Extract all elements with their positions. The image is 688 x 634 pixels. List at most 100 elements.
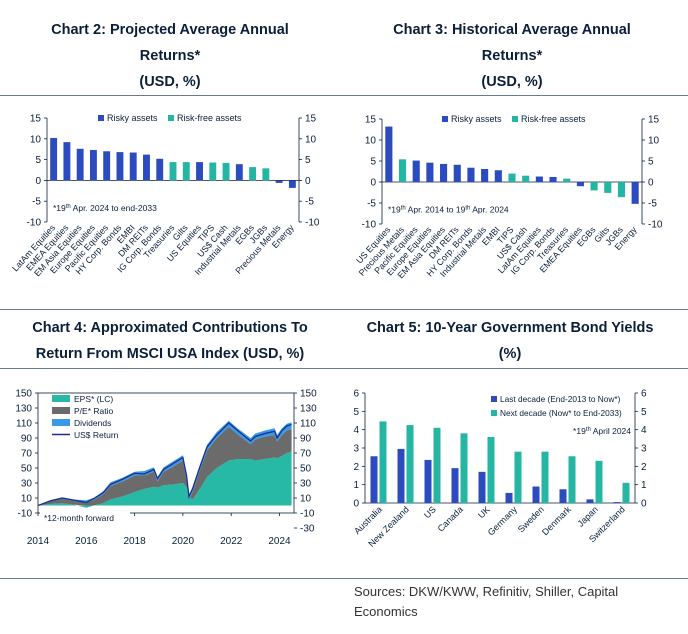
y-tick-label-right: 0 xyxy=(305,176,311,187)
y-tick-label-right: 150 xyxy=(300,389,317,400)
bar xyxy=(631,182,639,204)
x-tick-label: Denmark xyxy=(540,504,573,537)
y-tick-label-right: 10 xyxy=(305,134,317,145)
legend-label-risky: Risky assets xyxy=(107,113,158,123)
x-tick-label: 2020 xyxy=(172,536,195,547)
x-tick-label: 2018 xyxy=(123,536,146,547)
chart3-title: Chart 3: Historical Average Annual Retur… xyxy=(362,17,662,95)
bar xyxy=(50,137,58,181)
bar xyxy=(559,489,567,503)
bar xyxy=(169,162,177,181)
legend-swatch-riskfree xyxy=(512,116,518,122)
y-tick-label-left: 5 xyxy=(370,157,376,168)
bar xyxy=(514,451,522,503)
y-tick-label-left: 5 xyxy=(35,155,41,166)
legend-swatch-riskfree xyxy=(168,115,174,121)
area-pe xyxy=(38,426,292,506)
chart-note: *19th Apr. 2024 to end-2033 xyxy=(53,203,157,213)
legend-label-riskfree: Risk-free assets xyxy=(177,113,242,123)
y-tick-label-left: -5 xyxy=(32,197,41,208)
y-tick-label-left: 15 xyxy=(30,114,42,125)
bar xyxy=(453,164,461,182)
legend-label: Last decade (End-2013 to Now*) xyxy=(500,394,621,404)
chart-note: *19th Apr. 2014 to 19th Apr. 2024 xyxy=(388,205,509,215)
bar xyxy=(275,180,283,183)
y-tick-label-left: 2 xyxy=(353,462,359,473)
y-tick-label-right: 15 xyxy=(305,114,317,125)
x-tick-label: Japan xyxy=(575,504,599,528)
y-tick-label-left: 10 xyxy=(365,136,377,147)
x-tick-label: 2014 xyxy=(27,536,50,547)
bar xyxy=(481,168,489,182)
y-tick-label-right: -10 xyxy=(300,509,315,520)
y-tick-label-left: 150 xyxy=(15,389,32,400)
bar xyxy=(451,468,459,503)
legend-swatch xyxy=(52,395,70,402)
bar xyxy=(385,126,393,182)
legend-swatch xyxy=(52,419,70,426)
bar xyxy=(617,182,626,198)
bar xyxy=(249,167,257,181)
bar xyxy=(262,168,270,181)
chart2-title-line3: (USD, %) xyxy=(139,74,201,90)
y-tick-label-left: -5 xyxy=(367,199,376,210)
y-tick-label-left: 15 xyxy=(365,115,377,126)
bar xyxy=(622,482,630,503)
bar xyxy=(460,433,468,503)
bar xyxy=(182,162,190,181)
chart4-title: Chart 4: Approximated Contributions To R… xyxy=(5,315,335,367)
legend-label: P/E* Ratio xyxy=(74,406,113,416)
bar xyxy=(103,151,111,181)
chart3-title-line1: Chart 3: Historical Average Annual xyxy=(393,22,631,38)
y-tick-label-left: -10 xyxy=(27,218,42,229)
bar xyxy=(156,158,164,181)
x-tick-label: 2024 xyxy=(268,536,291,547)
chart4-title-line2: Return From MSCI USA Index (USD, %) xyxy=(35,346,305,362)
x-tick-label: US xyxy=(422,504,438,520)
bar xyxy=(209,162,217,181)
y-tick-label-left: 6 xyxy=(353,389,359,400)
rule-top xyxy=(0,95,688,96)
bar xyxy=(535,176,543,182)
bar xyxy=(89,150,97,181)
y-tick-label-right: 90 xyxy=(300,434,312,445)
rule-middle xyxy=(0,309,688,310)
legend-label-risky: Risky assets xyxy=(451,114,502,124)
bar xyxy=(76,148,84,181)
y-tick-label-right: 3 xyxy=(641,444,647,455)
bar xyxy=(613,502,621,503)
y-tick-label-right: 2 xyxy=(641,462,647,473)
legend-swatch xyxy=(491,396,497,402)
bar xyxy=(143,154,150,181)
bar xyxy=(586,499,594,503)
bar xyxy=(522,175,530,182)
bar xyxy=(576,182,584,187)
y-tick-label-right: 0 xyxy=(648,178,654,189)
y-tick-label-right: 4 xyxy=(641,425,647,436)
y-tick-label-left: 50 xyxy=(21,464,33,475)
x-tick-label: 2016 xyxy=(75,536,98,547)
bar xyxy=(397,448,405,503)
legend-label: EPS* (LC) xyxy=(74,394,113,404)
y-tick-label-left: 90 xyxy=(21,434,33,445)
y-tick-label-left: 70 xyxy=(21,449,33,460)
y-tick-label-right: 130 xyxy=(300,404,317,415)
y-tick-label-left: -10 xyxy=(362,220,377,231)
y-tick-label-left: 0 xyxy=(353,499,359,510)
chart2-title-line2: Returns* xyxy=(139,48,201,64)
y-tick-label-right: 5 xyxy=(305,155,311,166)
y-tick-label-left: 5 xyxy=(353,407,359,418)
y-tick-label-right: 5 xyxy=(641,407,647,418)
bar xyxy=(129,152,137,181)
bar xyxy=(494,170,502,182)
chart3-title-line3: (USD, %) xyxy=(481,74,543,90)
y-tick-label-left: 10 xyxy=(30,134,42,145)
legend-label: Dividends xyxy=(74,418,111,428)
y-tick-label-left: -10 xyxy=(18,509,33,520)
bar xyxy=(433,427,441,503)
bar xyxy=(426,162,434,182)
bar xyxy=(412,160,420,182)
bar xyxy=(532,486,540,503)
y-tick-label-right: 30 xyxy=(300,479,312,490)
